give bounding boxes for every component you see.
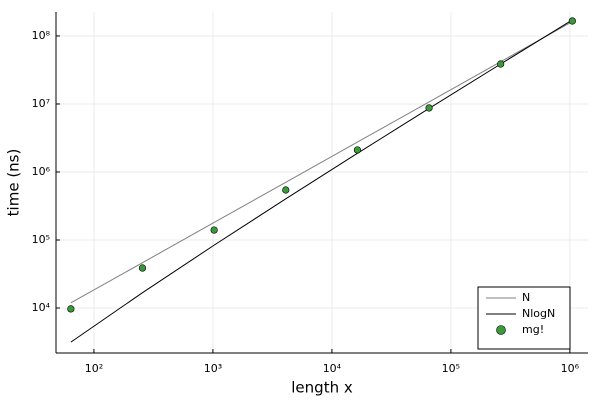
data-point [568,17,576,25]
data-point [497,60,505,68]
legend-swatch [496,325,506,335]
x-tick-label: 10⁵ [442,362,460,375]
legend-label: mg! [522,323,544,336]
data-point [138,264,147,272]
y-tick-label: 10⁴ [32,301,51,314]
y-axis-title: time (ns) [5,149,23,217]
data-point [353,146,362,154]
x-tick-label: 10² [85,362,103,375]
y-tick-label: 10⁵ [32,233,50,246]
legend-box [477,286,571,350]
data-point [282,186,290,194]
x-tick-label: 10⁶ [561,362,580,375]
legend-label: N [522,291,530,304]
data-point [425,104,433,112]
x-tick-label: 10³ [204,362,222,375]
x-tick-label: 10⁴ [323,362,342,375]
series-line [70,19,573,343]
series-line [70,21,573,304]
legend-label: NlogN [522,307,555,320]
y-tick-label: 10⁷ [32,97,50,110]
data-point [67,305,75,313]
y-tick-label: 10⁶ [32,165,51,178]
x-axis-title: length x [291,379,353,397]
data-point [210,226,218,234]
y-tick-label: 10⁸ [32,29,51,42]
